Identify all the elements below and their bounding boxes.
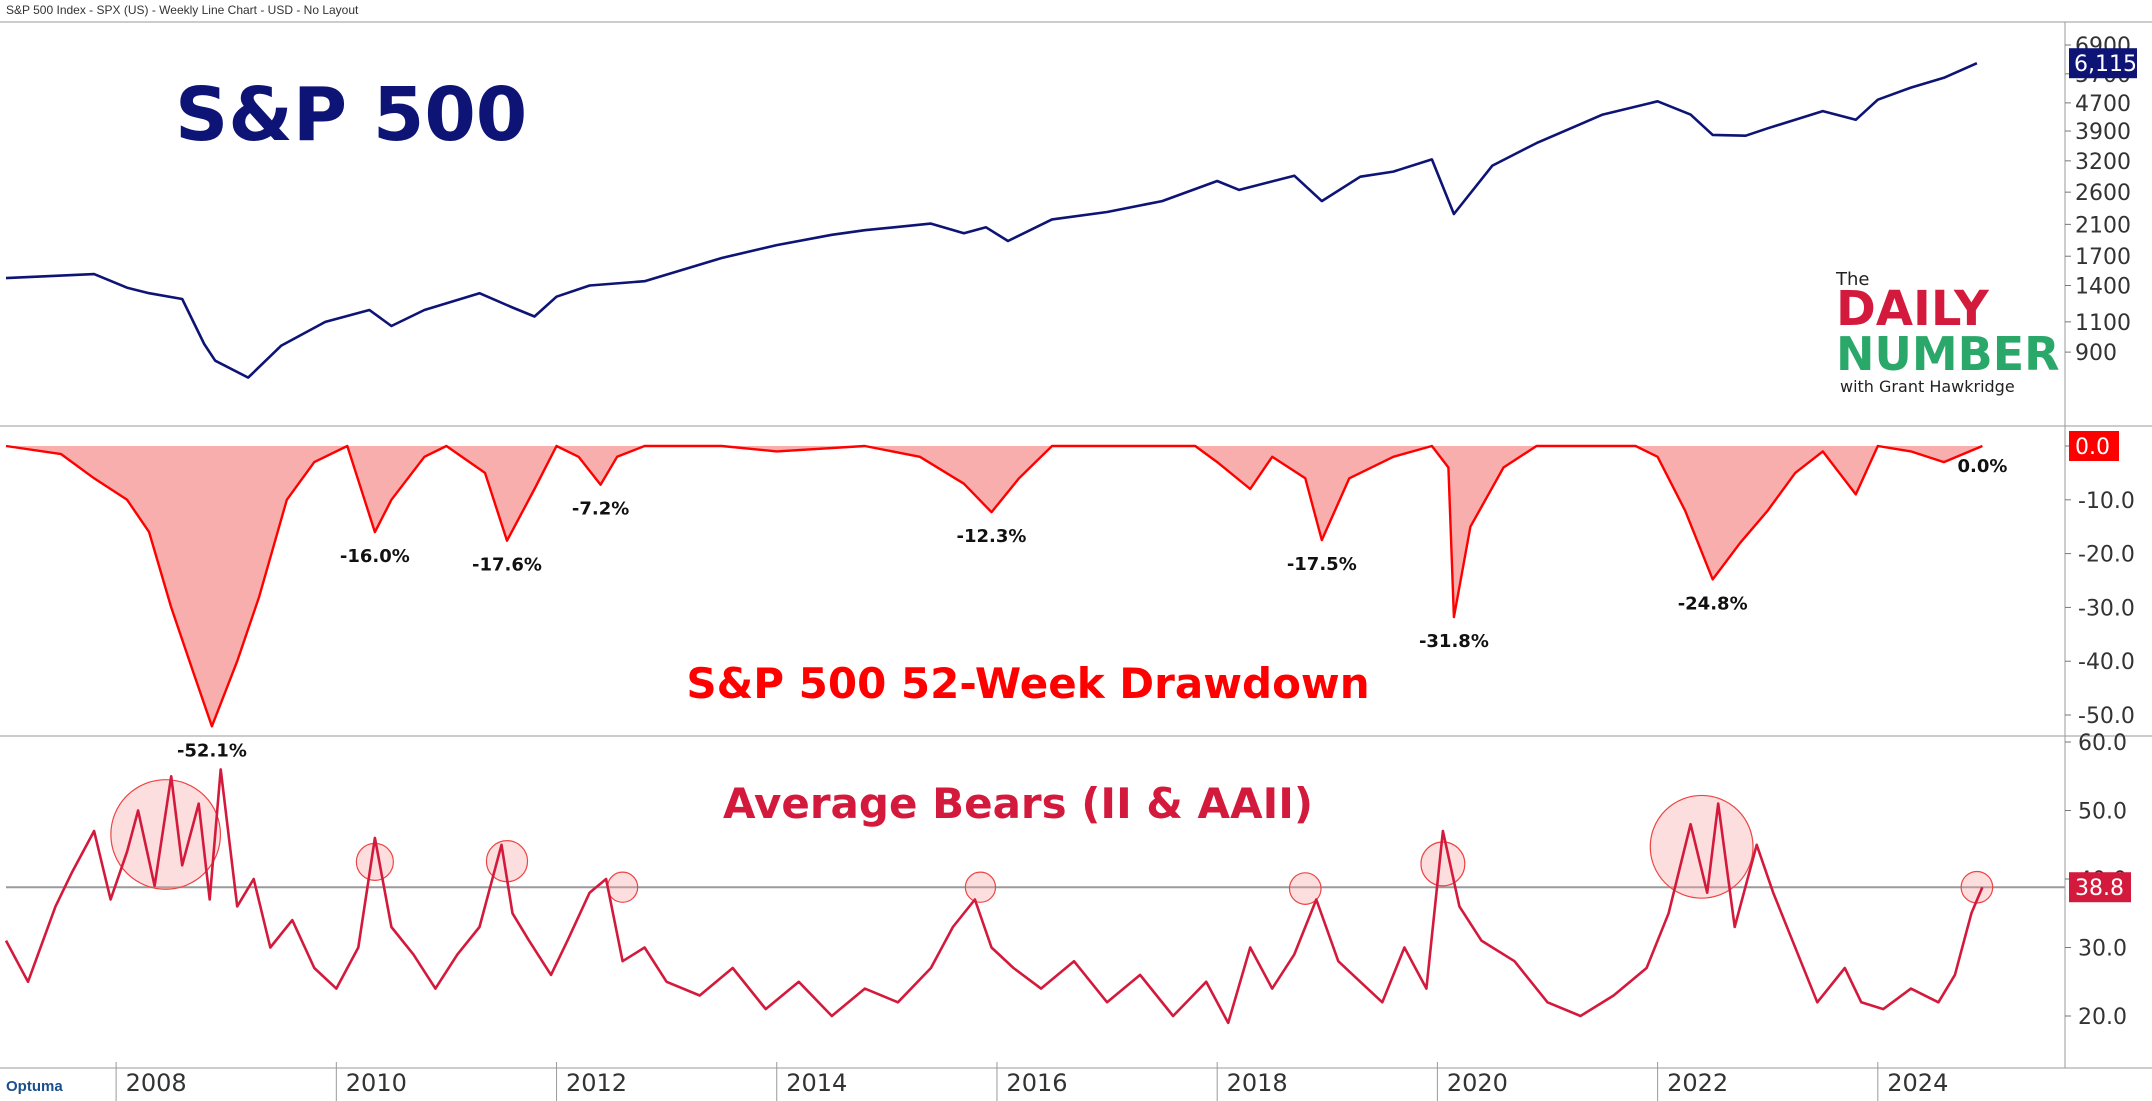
last-price-value: 6,115 — [2074, 52, 2137, 77]
y-tick-label: -40.0 — [2078, 650, 2135, 675]
x-tick-label: 2008 — [126, 1069, 187, 1097]
sp500-price-line — [5, 62, 1978, 379]
highlight-circle — [355, 842, 394, 881]
highlight-circle — [1649, 794, 1754, 899]
sp500-price-panel: S&P 500 900 1100 1400 1700 2100 2600 3200 3900 47… — [5, 34, 2137, 379]
logo-daily: DAILY — [1836, 281, 1990, 337]
y-tick-label: 1700 — [2075, 245, 2131, 270]
y-tick-label: -10.0 — [2078, 489, 2135, 514]
logo-the: The — [1835, 269, 1869, 290]
x-axis: 2008 2010 2012 2014 2016 2018 2020 2022 2024 — [115, 1062, 1948, 1101]
last-price-badge — [2069, 48, 2137, 79]
chart-header-description: S&P 500 Index - SPX (US) - Weekly Line C… — [6, 3, 359, 17]
y-tick-label: 2600 — [2075, 181, 2131, 206]
y-tick-label: -20.0 — [2078, 543, 2135, 568]
daily-number-logo: The DAILY NUMBER with Grant Hawkridge — [1835, 269, 2060, 396]
optuma-logo: Optuma — [6, 1078, 63, 1095]
highlight-circle — [1420, 841, 1466, 887]
highlight-circle — [606, 871, 639, 903]
y-tick-label: 3900 — [2075, 120, 2131, 145]
drawdown-label: 0.0% — [1957, 456, 2007, 477]
last-bears-value: 38.8 — [2075, 876, 2124, 901]
x-tick-label: 2012 — [566, 1069, 627, 1097]
drawdown-label: -24.8% — [1678, 593, 1748, 614]
y-tick-label: 3200 — [2075, 150, 2131, 175]
y-tick-label: -30.0 — [2078, 596, 2135, 621]
y-tick-label: 60.0 — [2078, 731, 2127, 756]
drawdown-title: S&P 500 52-Week Drawdown — [686, 659, 1369, 708]
x-tick-label: 2024 — [1887, 1069, 1948, 1097]
sp500-title: S&P 500 — [175, 72, 527, 158]
drawdown-label: -16.0% — [340, 546, 410, 567]
x-tick-label: 2022 — [1667, 1069, 1728, 1097]
y-tick-label: 1400 — [2075, 274, 2131, 299]
y-tick-label: 4700 — [2075, 92, 2131, 117]
drawdown-panel: 0.0 -10.0 -20.0 -30.0 -40.0 -50.0 -52.1% -16.0%… — [5, 431, 2135, 761]
x-tick-label: 2014 — [786, 1069, 847, 1097]
logo-byline: with Grant Hawkridge — [1840, 377, 2015, 396]
bears-title: Average Bears (II & AAII) — [723, 779, 1313, 828]
y-tick-label: 2100 — [2075, 213, 2131, 238]
drawdown-label: -7.2% — [572, 499, 629, 520]
panel-dividers — [0, 21, 2152, 1069]
y-tick-label: 30.0 — [2078, 937, 2127, 962]
y-tick-label: 900 — [2075, 341, 2117, 366]
drawdown-label: -17.5% — [1287, 554, 1357, 575]
highlight-circle — [110, 779, 222, 890]
bears-line — [4, 768, 1984, 1025]
x-tick-label: 2010 — [346, 1069, 407, 1097]
y-tick-label: 1100 — [2075, 311, 2131, 336]
last-drawdown-value: 0.0 — [2075, 435, 2110, 460]
x-tick-label: 2020 — [1447, 1069, 1508, 1097]
highlight-circle — [1288, 872, 1322, 905]
x-tick-label: 2016 — [1006, 1069, 1067, 1097]
drawdown-label: -52.1% — [177, 740, 247, 761]
drawdown-line — [5, 444, 1983, 728]
y-tick-label: 50.0 — [2078, 800, 2127, 825]
logo-number: NUMBER — [1836, 327, 2060, 381]
highlight-circle — [964, 871, 997, 903]
x-tick-label: 2018 — [1227, 1069, 1288, 1097]
drawdown-label: -12.3% — [956, 526, 1026, 547]
y-tick-label: -50.0 — [2078, 704, 2135, 729]
last-drawdown-badge — [2069, 431, 2119, 461]
drawdown-label: -31.8% — [1419, 631, 1489, 652]
last-bears-badge — [2069, 872, 2131, 903]
drawdown-label: -17.6% — [472, 555, 542, 576]
y-tick-label: 20.0 — [2078, 1005, 2127, 1030]
